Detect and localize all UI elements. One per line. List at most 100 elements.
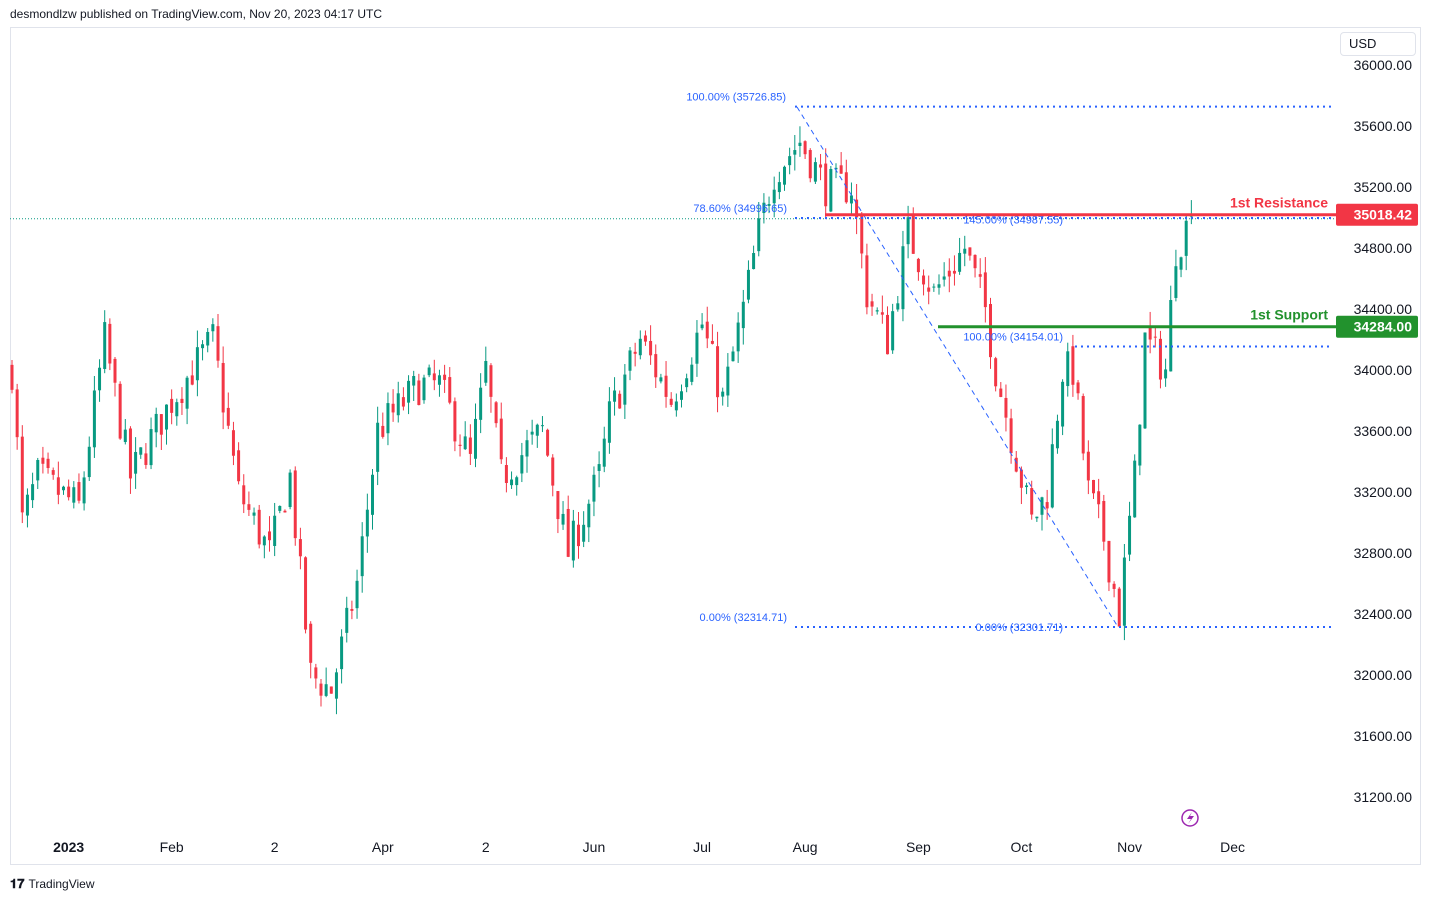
candle-down bbox=[401, 397, 405, 407]
candle-down bbox=[170, 398, 174, 413]
candle-up bbox=[700, 324, 704, 329]
candle-up bbox=[1128, 515, 1132, 555]
candle-up bbox=[530, 431, 534, 435]
candle-up bbox=[726, 366, 730, 396]
candle-up bbox=[123, 429, 127, 443]
candle-down bbox=[669, 398, 673, 405]
candle-up bbox=[201, 344, 205, 349]
candle-up bbox=[175, 402, 179, 417]
candle-up bbox=[515, 477, 519, 486]
candle-up bbox=[474, 418, 477, 459]
candle-up bbox=[1184, 220, 1188, 256]
price-tick-label: 34800.00 bbox=[1354, 240, 1413, 256]
candle-down bbox=[1158, 338, 1162, 380]
candle-up bbox=[1179, 257, 1183, 270]
candle-up bbox=[762, 202, 766, 214]
candle-down bbox=[551, 457, 555, 486]
candle-down bbox=[283, 510, 287, 513]
candle-down bbox=[546, 429, 550, 456]
candle-up bbox=[340, 636, 344, 670]
time-tick-label: Dec bbox=[1220, 839, 1245, 855]
candle-down bbox=[999, 388, 1003, 397]
candle-up bbox=[288, 472, 292, 508]
candle-down bbox=[237, 450, 241, 482]
support-price-tag bbox=[1336, 315, 1418, 338]
candle-up bbox=[587, 503, 591, 528]
candle-down bbox=[1004, 397, 1008, 418]
candle-down bbox=[350, 608, 354, 611]
candle-down bbox=[144, 453, 148, 465]
candle-up bbox=[345, 607, 349, 633]
candle-down bbox=[886, 314, 889, 355]
candle-down bbox=[633, 351, 637, 354]
candle-down bbox=[319, 683, 323, 696]
candle-up bbox=[638, 338, 642, 356]
candle-down bbox=[911, 215, 915, 254]
candle-up bbox=[520, 455, 524, 474]
candle-down bbox=[1086, 451, 1090, 481]
candle-up bbox=[1138, 424, 1142, 466]
candle-up bbox=[25, 494, 29, 516]
candle-up bbox=[937, 284, 941, 288]
candle-down bbox=[77, 482, 81, 501]
candle-down bbox=[309, 623, 313, 663]
candle-down bbox=[1107, 540, 1111, 583]
candle-up bbox=[628, 350, 632, 371]
candle-up bbox=[932, 286, 936, 288]
candle-down bbox=[10, 364, 14, 390]
candle-up bbox=[1143, 332, 1147, 429]
candle-down bbox=[1153, 336, 1157, 338]
candle-down bbox=[128, 428, 132, 479]
price-tick-label: 36000.00 bbox=[1354, 57, 1413, 73]
candle-up bbox=[334, 672, 338, 699]
candle-up bbox=[834, 167, 838, 170]
candle-up bbox=[1133, 460, 1137, 518]
support-label: 1st Support bbox=[1250, 307, 1328, 323]
candle-down bbox=[618, 393, 622, 409]
candle-up bbox=[1035, 516, 1039, 519]
candle-up bbox=[407, 380, 411, 403]
price-tick-label: 31600.00 bbox=[1354, 728, 1413, 744]
candle-up bbox=[741, 301, 745, 329]
candle-down bbox=[983, 272, 987, 308]
candle-up bbox=[875, 310, 879, 312]
fib-label: 0.00% (32314.71) bbox=[700, 612, 787, 624]
candle-up bbox=[752, 253, 756, 270]
candle-up bbox=[1040, 497, 1044, 515]
candle-up bbox=[412, 376, 416, 386]
candle-down bbox=[860, 214, 864, 254]
candle-up bbox=[829, 169, 833, 212]
candle-down bbox=[1030, 488, 1034, 515]
tradingview-footer[interactable]: 𝟏𝟕 TradingView bbox=[10, 876, 95, 892]
candle-up bbox=[82, 477, 86, 504]
candle-up bbox=[623, 374, 627, 405]
candle-down bbox=[1117, 588, 1121, 627]
candle-up bbox=[571, 520, 575, 561]
time-tick-label: Apr bbox=[372, 839, 394, 855]
price-tick-label: 35600.00 bbox=[1354, 118, 1413, 134]
candle-up bbox=[561, 513, 565, 525]
candle-down bbox=[643, 335, 647, 342]
candle-down bbox=[108, 323, 112, 364]
candle-down bbox=[242, 485, 246, 505]
candle-up bbox=[185, 377, 189, 409]
candle-up bbox=[1066, 351, 1070, 387]
candle-up bbox=[798, 142, 802, 146]
price-tick-label: 34000.00 bbox=[1354, 362, 1413, 378]
candle-up bbox=[680, 391, 683, 400]
time-tick-label: Aug bbox=[793, 839, 818, 855]
candle-up bbox=[607, 401, 611, 443]
candle-up bbox=[134, 451, 138, 474]
candle-up bbox=[1122, 557, 1126, 626]
chart-frame[interactable] bbox=[10, 27, 1421, 865]
candle-down bbox=[654, 354, 658, 378]
candle-down bbox=[432, 373, 436, 381]
candle-down bbox=[855, 199, 859, 218]
currency-selector[interactable]: USD bbox=[1340, 32, 1416, 56]
candle-up bbox=[906, 217, 910, 245]
candle-down bbox=[1009, 418, 1013, 454]
candle-down bbox=[649, 340, 653, 356]
candle-down bbox=[443, 374, 447, 380]
candle-down bbox=[947, 270, 951, 277]
